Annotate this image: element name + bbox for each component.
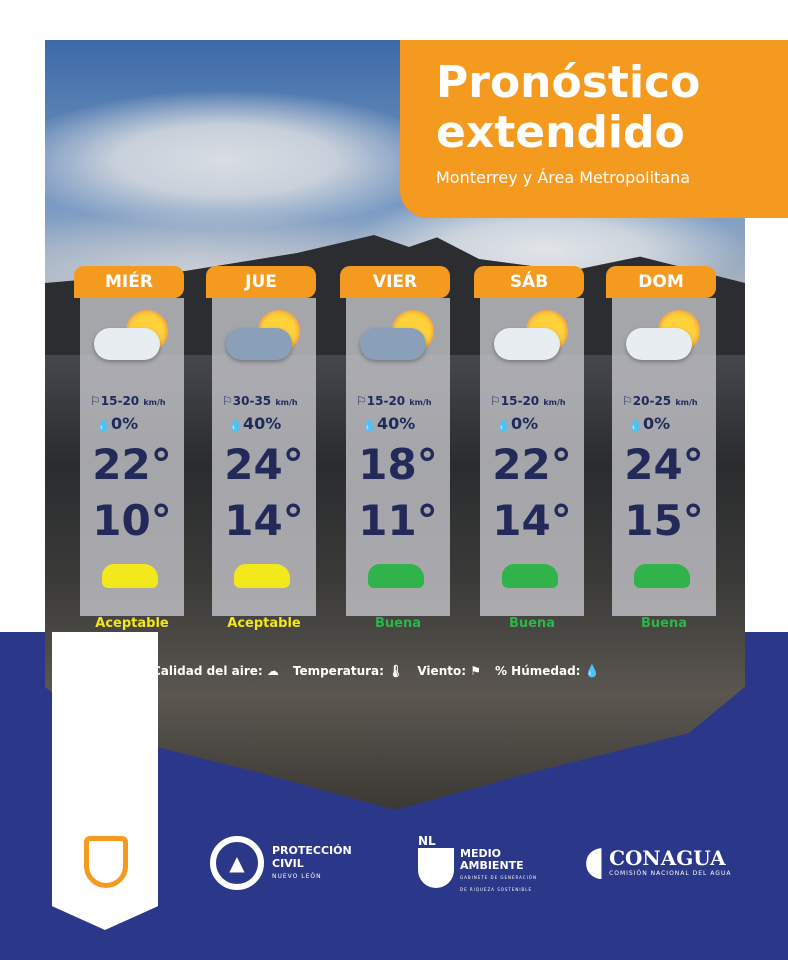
drop-icon: 💧 bbox=[362, 418, 377, 432]
pc-line2: CIVIL bbox=[272, 856, 304, 870]
temp-max: 24° bbox=[224, 440, 304, 489]
triangle-icon: ▲ bbox=[210, 836, 264, 890]
air-quality-cloud-icon bbox=[634, 560, 694, 594]
humidity-value: 0% bbox=[642, 414, 671, 433]
drop-icon: 💧 bbox=[628, 418, 643, 432]
day-card: ⚐15-20 km/h 💧0% 22° 14° Buena bbox=[480, 298, 584, 631]
windsock-icon: ⚑ bbox=[470, 664, 481, 678]
medio-ambiente-logo: NL MEDIO AMBIENTE GABINETE DE GENERACIÓN D… bbox=[418, 834, 540, 896]
title-line-1: Pronóstico bbox=[436, 57, 701, 108]
cloud-icon: ☁ bbox=[266, 664, 279, 678]
humidity-value: 0% bbox=[110, 414, 139, 433]
legend: Calidad del aire: ☁ Temperatura: 🌡 Vient… bbox=[152, 664, 600, 678]
ma-nl: NL bbox=[418, 834, 436, 848]
temp-min: 15° bbox=[624, 496, 704, 545]
cn-line1: CONAGUA bbox=[609, 845, 726, 870]
weather-windy-cloud-sun-icon bbox=[222, 306, 306, 366]
nuevo-leon-logo bbox=[84, 836, 128, 888]
pc-line3: NUEVO LEÓN bbox=[272, 872, 322, 880]
day-card: ⚐15-20 km/h 💧40% 18° 11° Buena bbox=[346, 298, 450, 631]
air-quality-cloud-icon bbox=[368, 560, 428, 594]
wind-speed: ⚐15-20 km/h bbox=[356, 394, 432, 408]
ma-line1: MEDIO bbox=[460, 847, 502, 860]
air-quality-label: Aceptable bbox=[95, 616, 169, 631]
humidity-value: 0% bbox=[510, 414, 539, 433]
cloud-icon bbox=[226, 328, 292, 360]
air-quality-cloud-icon bbox=[502, 560, 562, 594]
weather-partly-cloudy-sun-icon bbox=[90, 306, 174, 366]
temp-max: 24° bbox=[624, 440, 704, 489]
drop-icon: 💧 bbox=[584, 664, 600, 678]
day-tab: DOM bbox=[606, 266, 716, 298]
temp-min: 14° bbox=[224, 496, 304, 545]
legend-humidity: % Húmedad: bbox=[494, 664, 581, 678]
temp-min: 11° bbox=[358, 496, 438, 545]
weather-rain-cloud-sun-icon bbox=[356, 306, 440, 366]
day-card: ⚐15-20 km/h 💧0% 22° 10° Aceptable bbox=[80, 298, 184, 631]
day-tab: SÁB bbox=[474, 266, 584, 298]
drop-icon: 💧 bbox=[228, 418, 243, 432]
air-quality-cloud-icon bbox=[234, 560, 294, 594]
air-quality-cloud-icon bbox=[102, 560, 162, 594]
wind-speed: ⚐30-35 km/h bbox=[222, 394, 298, 408]
temp-max: 18° bbox=[358, 440, 438, 489]
day-tab: VIER bbox=[340, 266, 450, 298]
wind-value: 15-20 bbox=[500, 394, 540, 408]
air-quality-label: Aceptable bbox=[227, 616, 301, 631]
humidity-value: 40% bbox=[376, 414, 416, 433]
title-line-2: extendido bbox=[436, 107, 685, 158]
humidity: 💧0% bbox=[96, 414, 138, 433]
cloud-icon bbox=[360, 328, 426, 360]
cloud-icon bbox=[626, 328, 692, 360]
day-tab: MIÉR bbox=[74, 266, 184, 298]
humidity: 💧40% bbox=[228, 414, 281, 433]
temp-min: 10° bbox=[92, 496, 172, 545]
day-card: ⚐20-25 km/h 💧0% 24° 15° Buena bbox=[612, 298, 716, 631]
day-tab: JUE bbox=[206, 266, 316, 298]
ma-line3: GABINETE DE GENERACIÓN DE RIQUEZA SOSTEN… bbox=[460, 875, 537, 892]
wind-unit: km/h bbox=[275, 398, 298, 407]
wind-unit: km/h bbox=[675, 398, 698, 407]
cn-line2: COMISIÓN NACIONAL DEL AGUA bbox=[609, 869, 732, 877]
proteccion-civil-logo: ▲ PROTECCIÓN CIVIL NUEVO LEÓN bbox=[210, 836, 352, 890]
drop-icon: 💧 bbox=[496, 418, 511, 432]
humidity: 💧0% bbox=[496, 414, 538, 433]
thermometer-icon: 🌡 bbox=[388, 664, 404, 678]
temp-max: 22° bbox=[92, 440, 172, 489]
legend-temp: Temperatura: bbox=[292, 664, 384, 678]
humidity-value: 40% bbox=[242, 414, 282, 433]
wind-unit: km/h bbox=[543, 398, 566, 407]
cloud-icon bbox=[94, 328, 160, 360]
air-quality-label: Buena bbox=[374, 616, 421, 631]
water-wave-icon: ◖ bbox=[584, 838, 606, 884]
wind-speed: ⚐15-20 km/h bbox=[90, 394, 166, 408]
wind-unit: km/h bbox=[409, 398, 432, 407]
legend-air: Calidad del aire: bbox=[152, 664, 263, 678]
weather-cloud-sun-icon bbox=[622, 306, 706, 366]
conagua-logo: ◖ CONAGUA COMISIÓN NACIONAL DEL AGUA bbox=[584, 838, 731, 884]
wind-value: 30-35 bbox=[232, 394, 272, 408]
ma-line2: AMBIENTE bbox=[460, 859, 524, 872]
wind-unit: km/h bbox=[143, 398, 166, 407]
weather-cloud-sun-icon bbox=[490, 306, 574, 366]
wind-value: 15-20 bbox=[100, 394, 140, 408]
air-quality-label: Buena bbox=[508, 616, 555, 631]
wind-speed: ⚐15-20 km/h bbox=[490, 394, 566, 408]
title-box: Pronóstico extendido Monterrey y Área Met… bbox=[400, 40, 788, 218]
humidity: 💧40% bbox=[362, 414, 415, 433]
subtitle: Monterrey y Área Metropolitana bbox=[436, 168, 691, 187]
cloud-icon bbox=[494, 328, 560, 360]
temp-min: 14° bbox=[492, 496, 572, 545]
wind-value: 20-25 bbox=[632, 394, 672, 408]
temp-max: 22° bbox=[492, 440, 572, 489]
wind-value: 15-20 bbox=[366, 394, 406, 408]
wind-speed: ⚐20-25 km/h bbox=[622, 394, 698, 408]
pc-line1: PROTECCIÓN bbox=[272, 843, 352, 857]
legend-wind: Viento: bbox=[417, 664, 467, 678]
day-card: ⚐30-35 km/h 💧40% 24° 14° Aceptable bbox=[212, 298, 316, 631]
drop-icon: 💧 bbox=[96, 418, 111, 432]
humidity: 💧0% bbox=[628, 414, 670, 433]
air-quality-label: Buena bbox=[640, 616, 687, 631]
